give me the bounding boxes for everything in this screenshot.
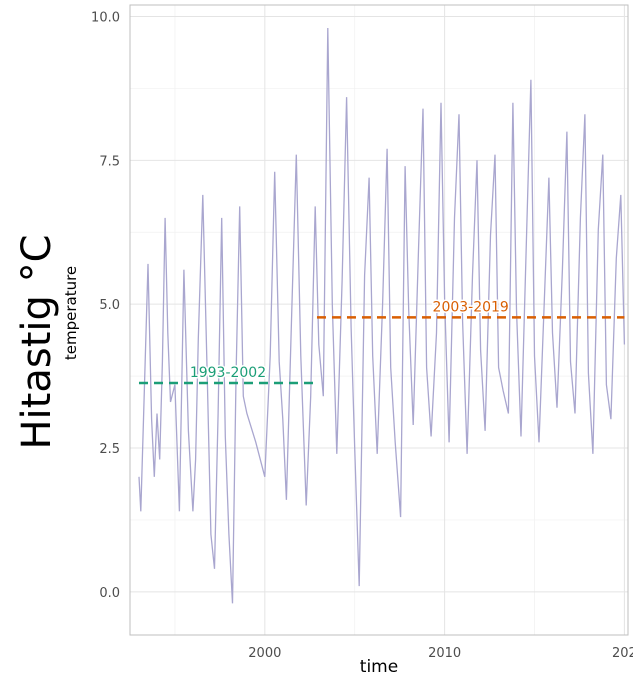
y-tick-label: 5.0 xyxy=(99,298,120,313)
overlay-label: Hitastig °C xyxy=(14,233,60,450)
period-label-1: 1993-2002 xyxy=(190,365,266,381)
x-tick-label: 2010 xyxy=(428,646,461,661)
y-tick-label: 10.0 xyxy=(91,11,120,26)
y-axis-label: temperature xyxy=(62,266,80,360)
y-axis-tick-labels: 0.0 2.5 5.0 7.5 10.0 xyxy=(91,11,120,601)
x-axis-label: time xyxy=(360,657,398,677)
plot-panel-border xyxy=(129,4,629,636)
x-tick-label: 2000 xyxy=(248,646,281,661)
y-tick-label: 7.5 xyxy=(99,154,120,169)
y-tick-label: 2.5 xyxy=(99,442,120,457)
temperature-series-line xyxy=(138,27,626,604)
x-tick-label: 202 xyxy=(612,646,633,661)
overlay-label-container: Hitastig °C xyxy=(2,0,72,683)
major-gridlines xyxy=(130,5,628,635)
minor-gridlines xyxy=(130,5,628,635)
period-mean-lines xyxy=(138,316,625,385)
period-label-2: 2003-2019 xyxy=(433,299,509,315)
x-axis-tick-labels: 2000 2010 202 xyxy=(248,646,633,661)
y-tick-label: 0.0 xyxy=(99,586,120,601)
period-labels: 1993-2002 2003-2019 xyxy=(188,298,510,383)
